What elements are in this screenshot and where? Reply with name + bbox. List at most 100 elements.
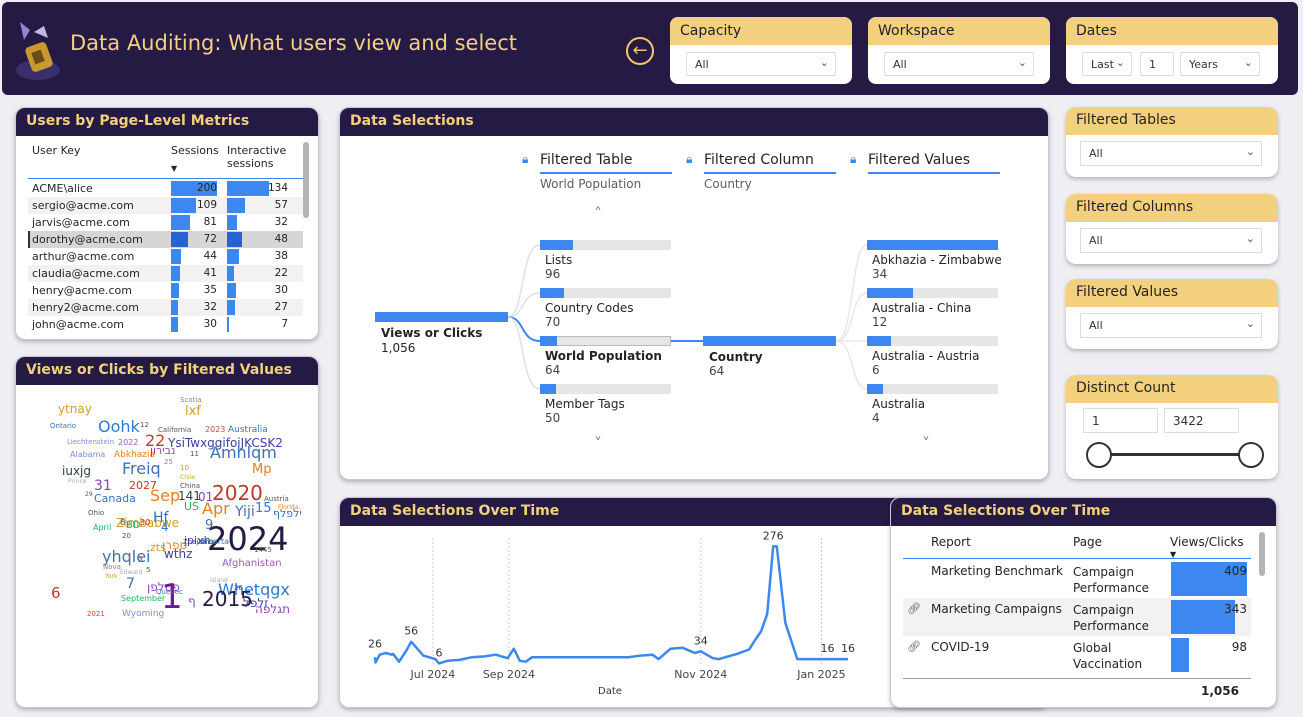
sort-desc-icon[interactable]: ▼ <box>171 164 178 173</box>
word-cloud-word[interactable]: zts <box>150 541 166 554</box>
word-cloud-word[interactable]: 25 <box>164 458 173 466</box>
value-track[interactable] <box>867 288 998 298</box>
back-arrow-icon[interactable]: ← <box>626 37 654 65</box>
report-scrollbar[interactable] <box>1259 532 1265 576</box>
word-cloud-word[interactable]: Amhlqm <box>210 443 277 462</box>
word-cloud-word[interactable]: Freiq <box>122 459 161 478</box>
distinct-max-input[interactable]: 3422 <box>1164 408 1239 433</box>
filtered-columns-dropdown[interactable]: All ⌄ <box>1080 228 1262 253</box>
word-cloud-word[interactable]: Apr <box>202 499 230 518</box>
capacity-dropdown[interactable]: All ⌄ <box>686 52 836 76</box>
word-cloud-word[interactable]: 1445 <box>254 546 272 554</box>
word-cloud-word[interactable]: 7 <box>126 576 135 592</box>
word-cloud-word[interactable]: Zhejiang <box>183 538 214 546</box>
value-bar[interactable] <box>867 240 998 250</box>
word-cloud-word[interactable]: September <box>121 594 166 603</box>
node-track[interactable] <box>540 384 671 394</box>
word-cloud-word[interactable]: Florida <box>278 504 299 511</box>
table-row[interactable]: henry2@acme.com 32 27 <box>28 299 303 316</box>
table-row[interactable]: john@acme.com 30 7 <box>28 316 303 333</box>
users-scrollbar[interactable] <box>303 142 309 218</box>
word-cloud-word[interactable]: 6 <box>51 584 61 602</box>
word-cloud-word[interactable]: 2023 <box>205 425 226 434</box>
word-cloud-word[interactable]: April <box>93 523 112 532</box>
word-cloud-word[interactable]: Island <box>210 577 228 584</box>
word-cloud-word[interactable]: Canada <box>94 492 136 505</box>
word-cloud-word[interactable]: US <box>184 500 200 513</box>
level-header[interactable]: Filtered Values <box>868 152 971 168</box>
word-cloud-word[interactable]: 2022 <box>118 438 139 447</box>
word-cloud-word[interactable]: Liechtenstein <box>67 438 115 446</box>
word-cloud-word[interactable]: 01 <box>198 490 214 504</box>
table-row[interactable]: sergio@acme.com 109 57 <box>28 197 303 214</box>
word-cloud-word[interactable]: wthz <box>164 547 193 561</box>
word-cloud-word[interactable]: 5 <box>146 566 151 574</box>
table-row[interactable]: 🔗︎ COVID-19 Global Vaccination 98 <box>903 636 1251 674</box>
col-header-sessions[interactable]: Sessions <box>171 144 219 157</box>
word-cloud-word[interactable]: Quebec <box>156 588 183 596</box>
word-cloud-word[interactable]: 31 <box>94 478 112 494</box>
word-cloud-word[interactable]: 8 <box>120 518 126 528</box>
word-cloud-word[interactable]: iuxjg <box>62 464 91 478</box>
table-row[interactable]: 🔗︎ Marketing Campaigns Campaign Performanc… <box>903 598 1251 636</box>
word-cloud-word[interactable]: 22 <box>145 431 166 450</box>
table-row[interactable]: claudia@acme.com 41 22 <box>28 265 303 282</box>
value-track[interactable] <box>867 336 998 346</box>
dates-count-input[interactable]: 1 <box>1140 52 1174 76</box>
range-max-handle[interactable] <box>1238 442 1264 468</box>
word-cloud-word[interactable]: 10 <box>180 464 189 472</box>
value-bar[interactable] <box>867 288 913 298</box>
word-cloud-word[interactable]: 11 <box>190 450 199 458</box>
table-row[interactable]: arthur@acme.com 44 38 <box>28 248 303 265</box>
node-track[interactable] <box>540 288 671 298</box>
chevron-down-icon[interactable]: ˅ <box>922 434 930 453</box>
range-min-handle[interactable] <box>1086 442 1112 468</box>
word-cloud-word[interactable]: 20 <box>122 532 131 540</box>
word-cloud-word[interactable]: Australia <box>228 425 268 435</box>
word-cloud-word[interactable]: 26 <box>234 584 243 592</box>
value-bar[interactable] <box>867 384 883 394</box>
word-cloud-word[interactable]: 15 <box>255 501 272 516</box>
word-cloud-word[interactable]: 9 <box>205 518 214 533</box>
lock-icon[interactable]: 🔒︎ <box>686 152 693 166</box>
value-bar[interactable] <box>867 336 891 346</box>
word-cloud-word[interactable]: זלפל <box>243 596 269 610</box>
word-cloud-word[interactable]: 30 <box>140 518 151 527</box>
chevron-up-icon[interactable]: ˄ <box>594 204 602 223</box>
col-header-user[interactable]: User Key <box>32 144 81 157</box>
word-cloud-word[interactable]: 2015 <box>202 587 253 611</box>
filtered-values-dropdown[interactable]: All ⌄ <box>1080 313 1262 338</box>
word-cloud-word[interactable]: 2027 <box>129 479 157 492</box>
column-bar[interactable] <box>703 336 836 346</box>
word-cloud-word[interactable]: Alberta <box>200 537 230 546</box>
word-cloud-word[interactable]: Sep <box>150 486 181 505</box>
col-header-views[interactable]: Views/Clicks <box>1170 535 1244 549</box>
word-cloud-word[interactable]: York <box>105 573 118 580</box>
word-cloud-word[interactable]: China <box>180 482 200 490</box>
word-cloud-word[interactable]: lxf <box>185 404 201 419</box>
word-cloud-word[interactable]: 4 <box>161 520 169 534</box>
word-cloud-word[interactable]: BD <box>126 520 141 531</box>
level-header[interactable]: Filtered Table <box>540 152 633 168</box>
dates-mode-dropdown[interactable]: Last ⌄ <box>1082 52 1132 76</box>
word-cloud-word[interactable]: 29 <box>85 491 93 498</box>
word-cloud-word[interactable]: Chile <box>180 474 196 481</box>
word-cloud-word[interactable]: Yiji <box>235 504 255 520</box>
lock-icon[interactable]: 🔒︎ <box>522 152 529 166</box>
word-cloud-word[interactable]: ytnay <box>58 402 92 416</box>
word-cloud-word[interactable]: 3 <box>138 555 144 564</box>
word-cloud-word[interactable]: yhqlei <box>102 547 151 566</box>
node-bar[interactable] <box>540 384 556 394</box>
series-line[interactable] <box>373 545 848 665</box>
table-row[interactable]: jarvis@acme.com 81 32 <box>28 214 303 231</box>
word-cloud-word[interactable]: 2020 <box>212 481 263 505</box>
word-cloud-word[interactable]: Zimbabwe <box>116 516 180 530</box>
sort-desc-icon[interactable]: ▼ <box>1170 550 1177 559</box>
node-bar[interactable] <box>540 336 557 346</box>
word-cloud-word[interactable]: Afghanistan <box>222 558 282 569</box>
link-icon[interactable]: 🔗︎ <box>907 602 921 615</box>
chevron-down-icon[interactable]: ˅ <box>594 434 602 453</box>
word-cloud-word[interactable]: 12 <box>140 421 149 429</box>
word-cloud-word[interactable]: 2024 <box>207 520 289 558</box>
word-cloud-word[interactable]: Whetqgx <box>218 580 290 599</box>
